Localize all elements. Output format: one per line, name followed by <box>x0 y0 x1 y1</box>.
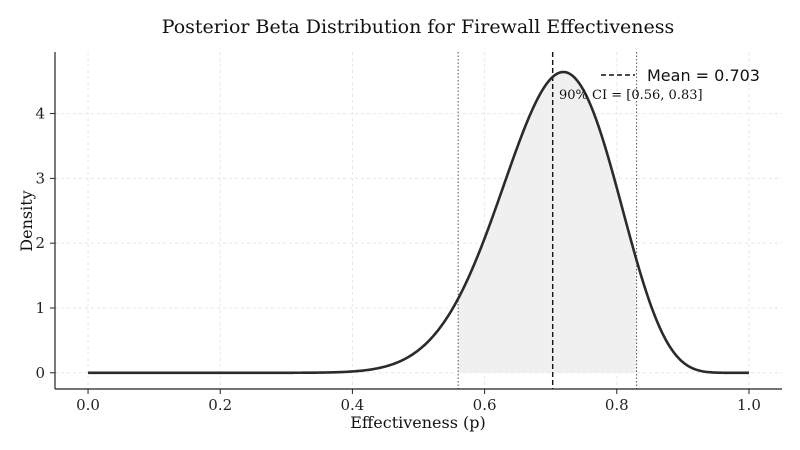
ci-shaded-area <box>458 71 637 373</box>
x-tick-label: 0.8 <box>605 396 629 414</box>
density-curve <box>88 70 749 375</box>
y-tick-label: 1 <box>35 299 45 317</box>
y-tick-label: 2 <box>35 234 45 252</box>
x-tick-label: 1.0 <box>737 396 761 414</box>
legend-mean-label: Mean = 0.703 <box>647 66 760 85</box>
y-axis-ticks: 0 1 2 3 4 <box>35 105 55 382</box>
y-axis-label: Density <box>17 190 36 251</box>
x-axis-ticks: 0.0 0.2 0.4 0.6 0.8 1.0 <box>76 389 761 414</box>
x-tick-label: 0.2 <box>208 396 232 414</box>
x-tick-label: 0.0 <box>76 396 100 414</box>
x-tick-label: 0.6 <box>473 396 497 414</box>
legend: Mean = 0.703 <box>601 66 760 85</box>
y-tick-label: 0 <box>35 364 45 382</box>
x-axis-label: Effectiveness (p) <box>350 413 486 432</box>
x-tick-label: 0.4 <box>340 396 364 414</box>
reference-lines <box>457 52 638 389</box>
y-tick-label: 4 <box>35 105 45 123</box>
y-tick-label: 3 <box>35 169 45 187</box>
chart-title: Posterior Beta Distribution for Firewall… <box>162 16 675 38</box>
ci-annotation: 90% CI = [0.56, 0.83] <box>559 88 703 103</box>
